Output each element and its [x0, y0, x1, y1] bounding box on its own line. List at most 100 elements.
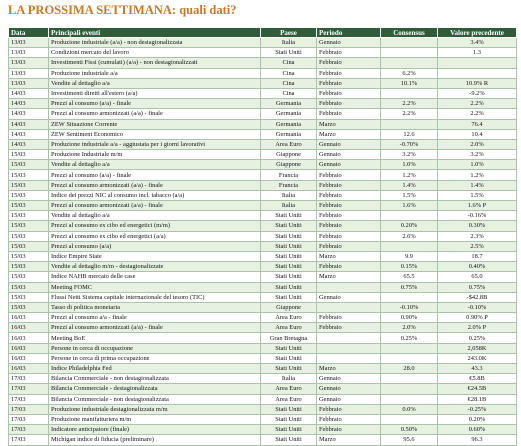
table-cell: 15/03 [8, 220, 49, 232]
table-cell: 96.3 [437, 434, 517, 446]
table-cell [380, 373, 438, 385]
table-cell: Persone in cerca di occupazione [48, 342, 261, 354]
table-cell: Giappone [260, 301, 317, 314]
table-row: 16/03 Prezzi al consumo armonizzati (a/a)… [8, 322, 517, 334]
table-cell: Investimenti Fissi (cumulati) (a/a) - no… [48, 57, 261, 69]
table-row: 15/03 Vendite al dettaglio a/a Giappone Gen… [8, 159, 517, 171]
table-row: 16/03 Persone in cerca di prima occupazio… [8, 352, 517, 365]
table-cell: Marzo [316, 271, 381, 283]
table-row: 15/03 Indice dei prezzi NIC al consumo in… [8, 189, 517, 202]
table-row: 15/03 Meeting FOMC Stati Uniti 0.75% 0.75% [8, 281, 517, 293]
table-cell: Italia [260, 36, 317, 49]
table-cell: 15/03 [8, 169, 49, 181]
table-cell: 2.2% [380, 108, 438, 120]
table-cell: Gennaio [316, 159, 381, 171]
table-cell: Febbraio [316, 424, 381, 436]
table-cell: 0.90% P [437, 312, 517, 324]
table-cell: 15/03 [8, 271, 49, 283]
table-cell: 243.0K [437, 352, 517, 365]
table-cell [437, 67, 517, 79]
table-cell: Marzo [316, 250, 381, 263]
table-cell: Febbraio [316, 189, 381, 202]
table-cell: Cina [260, 77, 317, 89]
table-cell: Giappone [260, 159, 317, 171]
table-cell: 1.2% [437, 169, 517, 181]
table-cell: -$42.8B [437, 291, 517, 303]
table-cell: 14/03 [8, 87, 49, 100]
column-header: Periodo [316, 27, 381, 38]
table-cell: Stati Uniti [260, 240, 317, 252]
table-cell: 2.2% [437, 108, 517, 120]
table-cell: 0.30% [437, 220, 517, 232]
table-cell: Stati Uniti [260, 230, 317, 242]
table-row: 14/03 Investimenti diretti all'estero (a/… [8, 87, 517, 100]
table-cell: €28.1B [437, 393, 517, 405]
table-cell: 13/03 [8, 67, 49, 79]
table-cell: Prezzi al consumo armonizzati (a/a) - fi… [48, 322, 261, 334]
table-cell: Italia [260, 189, 317, 202]
column-header: Data [8, 27, 49, 38]
table-cell [316, 281, 381, 293]
table-cell: Gennaio [316, 291, 381, 303]
table-cell: 65.0 [437, 271, 517, 283]
table-cell: Persone in cerca di prima occupazione [48, 352, 261, 365]
table-cell: ZEW Sentiment Economico [48, 128, 261, 140]
table-cell: Tasso di politica monetaria [48, 301, 261, 314]
table-cell: 14/03 [8, 128, 49, 140]
table-cell: 3.4% [437, 36, 517, 49]
table-cell: 10.9% R [437, 77, 517, 89]
table-cell [380, 240, 438, 252]
table-row: 13/03 Condizioni mercato del lavoro Stati … [8, 47, 517, 59]
table-cell: 2,058K [437, 342, 517, 354]
table-cell: Area Euro [260, 383, 317, 395]
table-cell: Vendite al dettaglio a/a [48, 159, 261, 171]
table-cell: Stati Uniti [260, 434, 317, 446]
table-cell: 0.90% [380, 312, 438, 324]
table-row: 17/03 Bilancia Commerciale - non destagio… [8, 373, 517, 385]
table-cell: 15/03 [8, 261, 49, 273]
table-cell: Condizioni mercato del lavoro [48, 47, 261, 59]
table-cell: 13/03 [8, 36, 49, 49]
table-cell: Prezzi al consumo armonizzati (a/a) - fi… [48, 179, 261, 191]
table-cell: Gran Bretagna [260, 332, 317, 344]
table-cell: Febbraio [316, 199, 381, 212]
table-cell: 15/03 [8, 210, 49, 222]
table-cell: Marzo [316, 118, 381, 130]
events-table: Data Principali eventi Paese Periodo Consens… [8, 27, 517, 446]
table-row: 15/03 Tasso di politica monetaria Giappone… [8, 301, 517, 314]
table-cell: Stati Uniti [260, 261, 317, 273]
table-row: 13/03 Produzione industriale a/a Cina Febbr… [8, 67, 517, 79]
table-cell: -0.10% [380, 301, 438, 314]
table-cell: Febbraio [316, 108, 381, 120]
table-cell [380, 352, 438, 365]
table-cell: Indice NAHB mercato delle case [48, 271, 261, 283]
table-cell: 2.0% [380, 322, 438, 334]
table-cell: Stati Uniti [260, 291, 317, 303]
table-cell: Meeting BoE [48, 332, 261, 344]
table-cell: Italia [260, 199, 317, 212]
table-cell [380, 210, 438, 222]
table-cell: -0.16% [437, 210, 517, 222]
table-cell: Vendite al dettaglio a/a [48, 77, 261, 89]
table-cell: -0.10% [437, 301, 517, 314]
table-cell: Stati Uniti [260, 413, 317, 426]
table-cell: 14/03 [8, 108, 49, 120]
table-row: 15/03 Prezzi al consumo ex cibo ed energe… [8, 220, 517, 232]
table-cell: Stati Uniti [260, 281, 317, 293]
table-cell: Stati Uniti [260, 424, 317, 436]
page-title: LA PROSSIMA SETTIMANA: quali dati? [8, 3, 237, 17]
table-cell: Febbraio [316, 240, 381, 252]
table-cell: Febbraio [316, 413, 381, 426]
table-cell: 16/03 [8, 362, 49, 375]
table-cell: 16/03 [8, 332, 49, 344]
table-cell: Flussi Netti Sistema capitale internazio… [48, 291, 261, 303]
table-cell: Gennaio [316, 373, 381, 385]
table-cell: 2.2% [380, 98, 438, 110]
table-row: 16/03 Prezzi al consumo a/a - finale Area … [8, 312, 517, 324]
table-cell: 13/03 [8, 77, 49, 89]
table-cell: 16/03 [8, 342, 49, 354]
table-cell: ZEW Situazione Corrente [48, 118, 261, 130]
table-row: 15/03 Vendite al dettaglio a/a Stati Uniti… [8, 210, 517, 222]
table-cell: 18.7 [437, 250, 517, 263]
table-cell: 2.6% [380, 230, 438, 242]
